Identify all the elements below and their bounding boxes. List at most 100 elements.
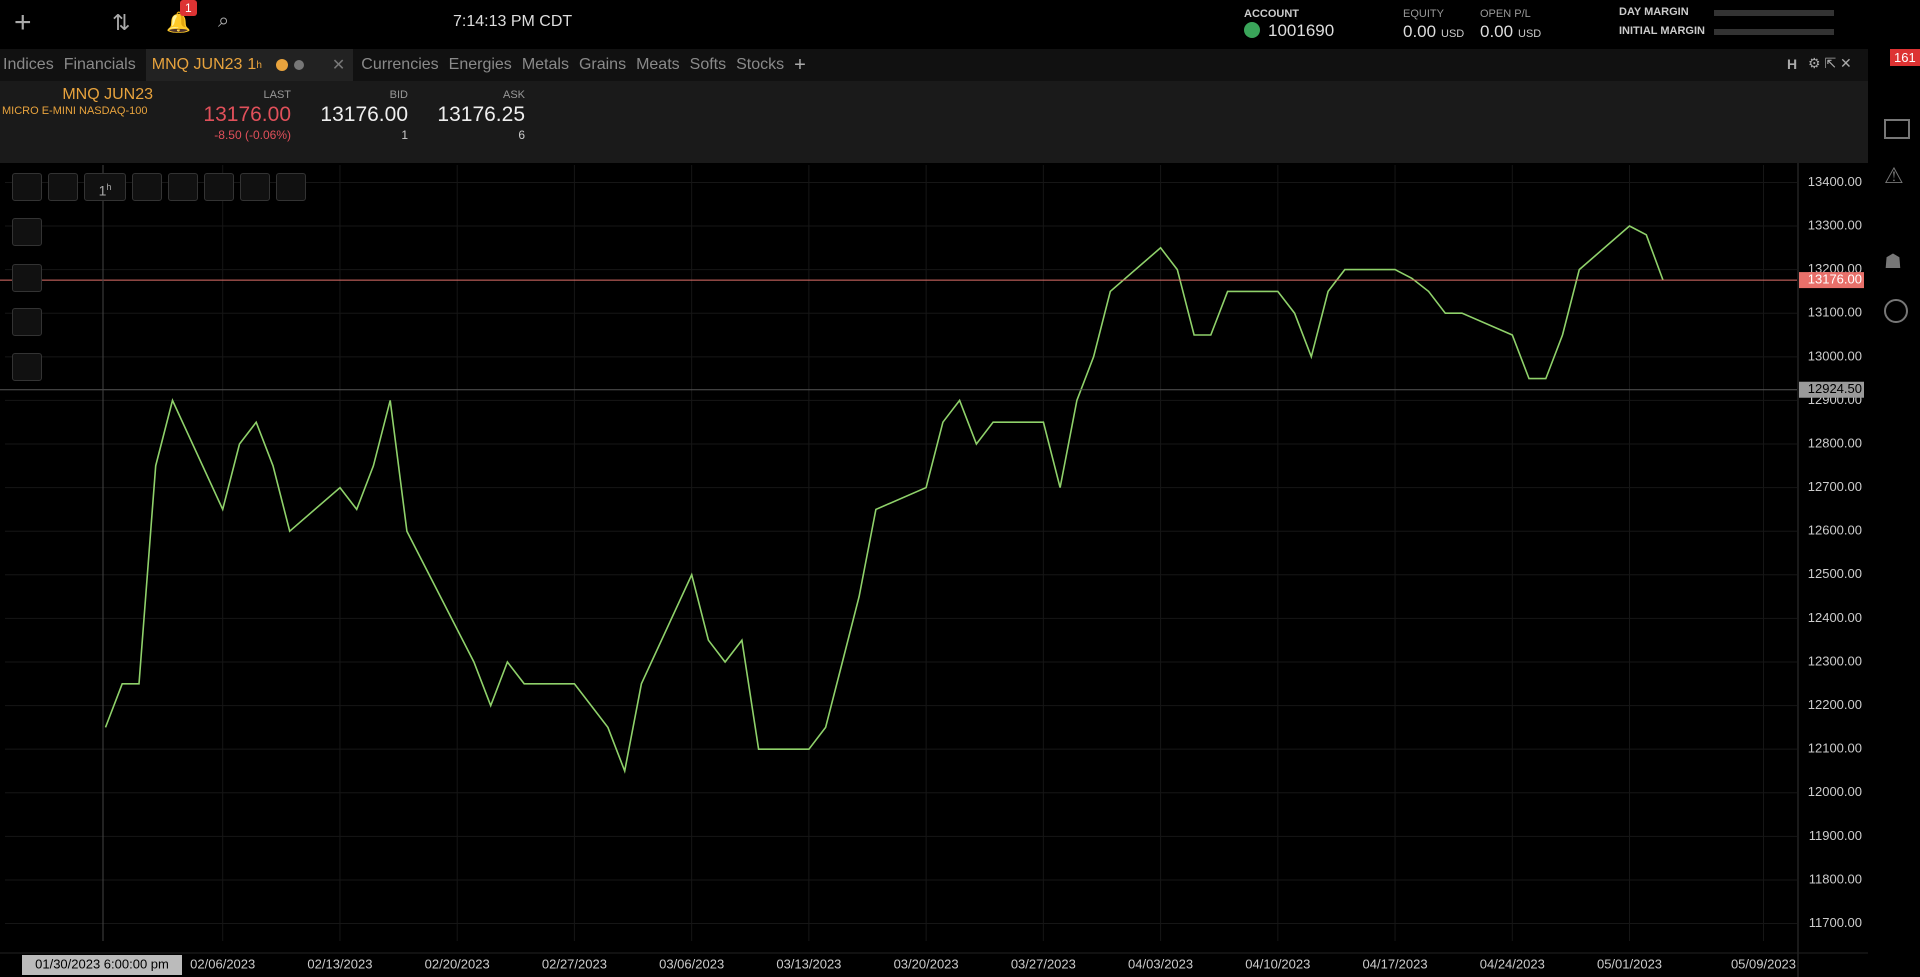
x-tick-label: 04/17/2023 [1363, 956, 1428, 971]
y-tick-label: 12500.00 [1808, 566, 1862, 581]
crosshair-price-box [1799, 381, 1864, 398]
x-tick-label: 02/06/2023 [190, 956, 255, 971]
open-pl-unit: USD [1518, 28, 1542, 40]
tab[interactable]: Currencies [361, 56, 439, 73]
plot-background [0, 163, 1797, 953]
tab[interactable]: Meats [636, 56, 680, 73]
draw-tool[interactable] [12, 308, 42, 336]
tab[interactable]: Grains [578, 56, 627, 73]
panel-settings[interactable]: ⚙ ⇱ ✕ [1808, 55, 1852, 71]
crosshair-tool[interactable] [12, 218, 42, 246]
chart-settings[interactable] [204, 173, 234, 201]
quote-panel: MNQ JUN23 MICRO E-MINI NASDAQ-100 LAST 1… [0, 81, 1868, 163]
quote-description: MICRO E-MINI NASDAQ-100 [2, 105, 148, 117]
interval-button[interactable]: 1h [84, 173, 126, 201]
price-line [104, 225, 1664, 774]
y-tick-label: 11900.00 [1809, 828, 1862, 843]
tab[interactable]: Stocks [736, 56, 785, 73]
y-tick-label: 11700.00 [1809, 915, 1862, 930]
tab[interactable]: Softs [689, 56, 727, 73]
chart-toolbar: 1h [12, 173, 306, 201]
select-area[interactable] [168, 173, 198, 201]
chart: 11700.00 11800.00 11900.00 12000.00 12100.00… [0, 163, 1868, 977]
alerts-button[interactable]: 🔔 [166, 12, 191, 34]
x-tick-label: 02/27/2023 [542, 956, 607, 971]
tab-symbol: MNQ JUN23 [151, 56, 243, 73]
x-tick-label: 03/20/2023 [894, 956, 959, 971]
open-pl: 0.00 [1480, 22, 1514, 41]
y-tick-label: 13300.00 [1808, 217, 1862, 232]
warning-icon[interactable]: ⚠ [1884, 163, 1904, 188]
chat-icon[interactable] [1884, 119, 1910, 139]
x-tick-label: 02/13/2023 [307, 956, 372, 971]
last-label: LAST [263, 89, 291, 101]
lock-tool[interactable] [12, 353, 42, 381]
y-tick-label: 12600.00 [1808, 523, 1862, 538]
equity: 0.00 [1403, 22, 1437, 41]
tab[interactable]: Metals [521, 56, 569, 73]
y-tick-label: 13400.00 [1808, 174, 1862, 189]
x-tick-label: 03/06/2023 [659, 956, 724, 971]
add-tab[interactable]: + [794, 53, 806, 76]
alerts-badge: 1 [180, 0, 197, 16]
notes-tool[interactable] [12, 264, 42, 292]
y-tick-label: 11800.00 [1809, 871, 1862, 886]
close-tab[interactable]: ✕ [331, 57, 346, 74]
open-pl-label: OPEN P/L [1480, 8, 1531, 20]
price-change: -8.50 (-0.06%) [214, 128, 291, 142]
x-tick-label: 05/01/2023 [1597, 956, 1662, 971]
orders-button[interactable]: ⇅ [112, 10, 131, 35]
last-price: 13176.00 [203, 103, 291, 126]
y-tick-label: 12800.00 [1808, 435, 1862, 450]
x-tick-label: 04/10/2023 [1245, 956, 1310, 971]
x-tick-label: 03/13/2023 [776, 956, 841, 971]
add-button[interactable]: + [14, 6, 32, 39]
day-margin-bar [1714, 10, 1834, 16]
top-bar: + ⇅ 🔔 1 ⌕ 7:14:13 PM CDT ACCOUNT 1001690… [0, 0, 1920, 49]
interval: 1 [98, 182, 107, 199]
initial-margin-bar [1714, 29, 1834, 35]
tab-interval-unit: h [256, 59, 262, 71]
tab[interactable]: Indices [3, 56, 54, 73]
chart-type[interactable] [132, 173, 162, 201]
crosshair-price-label: 12924.50 [1808, 381, 1862, 396]
zoom-out[interactable] [48, 173, 78, 201]
y-tick-label: 12300.00 [1808, 653, 1862, 668]
initial-margin-label: INITIAL MARGIN [1619, 25, 1705, 37]
crosshair-x-box [22, 955, 182, 975]
y-tick-label: 12700.00 [1808, 479, 1862, 494]
studies[interactable] [240, 173, 270, 201]
bid-label: BID [389, 89, 408, 101]
clock-icon [275, 59, 288, 71]
zoom-in[interactable] [12, 173, 42, 201]
tab[interactable]: Energies [448, 56, 512, 73]
crosshair-x-label: 01/30/2023 6:00:00 pm [35, 956, 169, 971]
tab[interactable]: Financials [63, 56, 136, 73]
x-tick-label: 04/03/2023 [1128, 956, 1193, 971]
quote-symbol: MNQ JUN23 [62, 86, 153, 103]
help-icon[interactable] [1884, 299, 1908, 323]
right-sidebar: 161 ⚠ ☗ [1868, 49, 1920, 977]
panel-button[interactable]: H [1787, 56, 1798, 72]
status-icon [1244, 22, 1260, 38]
x-tick-label: 03/27/2023 [1011, 956, 1076, 971]
y-tick-label: 12400.00 [1808, 610, 1862, 625]
layout[interactable] [276, 173, 306, 201]
search-button[interactable]: ⌕ [218, 10, 230, 32]
y-tick-label: 13000.00 [1808, 348, 1862, 363]
x-tick-label: 02/20/2023 [425, 956, 490, 971]
y-tick-label: 13100.00 [1808, 305, 1862, 320]
sidebar-badge: 161 [1890, 49, 1920, 66]
status-dot [293, 60, 304, 70]
account-number[interactable]: 1001690 [1268, 21, 1335, 40]
community-icon[interactable]: ☗ [1884, 251, 1902, 273]
bid-size: 1 [401, 128, 408, 142]
y-tick-label: 12000.00 [1808, 784, 1862, 799]
interval-unit: h [106, 182, 112, 192]
y-tick-label: 12100.00 [1808, 741, 1862, 756]
last-price-label: 13176.00 [1808, 272, 1862, 287]
x-tick-label: 05/09/2023 [1731, 956, 1796, 971]
